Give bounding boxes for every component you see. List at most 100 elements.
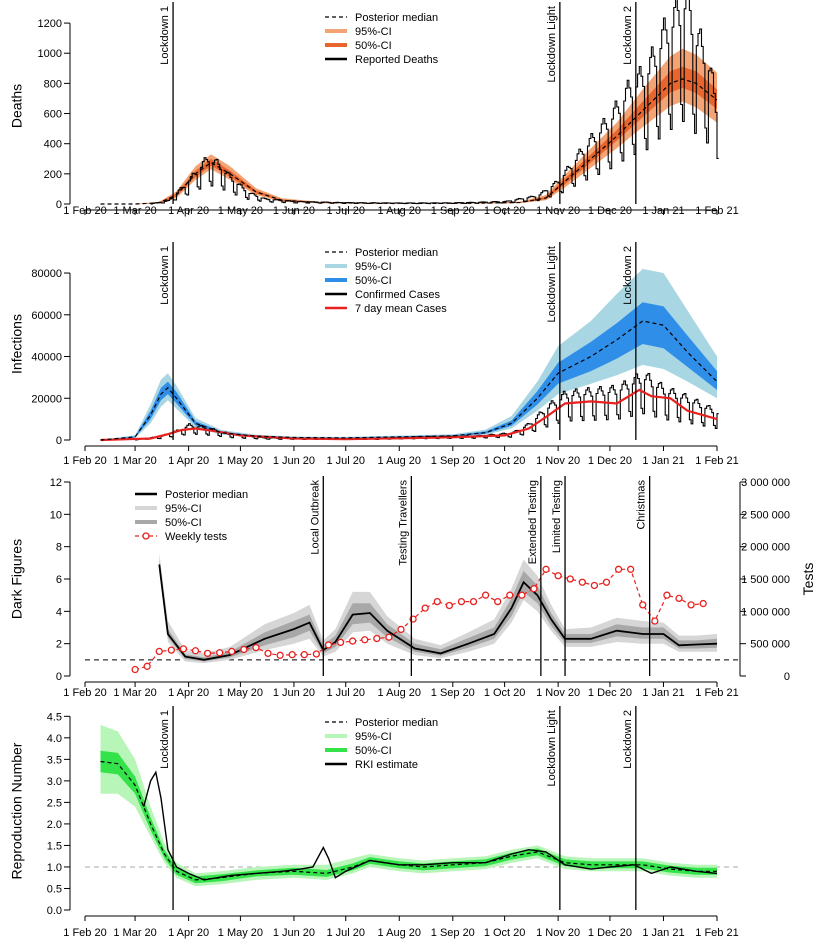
tests-point bbox=[602, 578, 611, 586]
y-tick-label: 1.0 bbox=[47, 862, 62, 874]
y-tick-label: 4.5 bbox=[47, 711, 62, 723]
tests-point bbox=[203, 649, 212, 658]
tests-point bbox=[639, 601, 647, 609]
tests-point bbox=[457, 597, 466, 606]
panel-deaths bbox=[100, 0, 719, 205]
x-tick-label: 1 Apr 20 bbox=[168, 205, 209, 217]
tests-point bbox=[155, 647, 163, 656]
legend-label: Posterior median bbox=[355, 247, 438, 259]
ci50-band bbox=[159, 559, 718, 662]
x-tick-label: 1 Jul 20 bbox=[326, 205, 365, 217]
event-label: Lockdown Light bbox=[546, 246, 558, 322]
x-tick-label: 1 Feb 21 bbox=[695, 687, 738, 699]
tests-point bbox=[252, 643, 260, 652]
x-tick-label: 1 Aug 20 bbox=[378, 927, 421, 939]
y-tick-label: 0 bbox=[56, 199, 62, 211]
x-tick-label: 1 Dec 20 bbox=[588, 455, 632, 467]
tests-point bbox=[264, 649, 272, 658]
tests-point bbox=[699, 599, 707, 608]
right-tick-label: 1 000 000 bbox=[741, 606, 790, 618]
event-label: Christmas bbox=[636, 480, 648, 530]
x-tick-label: 1 Dec 20 bbox=[588, 205, 632, 217]
right-tick-label: 500 000 bbox=[750, 639, 790, 651]
tests-point bbox=[131, 665, 139, 674]
legend-label: 50%-CI bbox=[355, 40, 392, 52]
x-tick-label: 1 Apr 20 bbox=[168, 927, 209, 939]
x-tick-label: 1 May 20 bbox=[218, 455, 263, 467]
legend-label: RKI estimate bbox=[355, 759, 418, 771]
legend-label: 7 day mean Cases bbox=[355, 303, 447, 315]
tests-point bbox=[663, 591, 671, 599]
legend-key-point bbox=[142, 532, 150, 540]
y-tick-label: 2.5 bbox=[47, 797, 62, 809]
tests-point bbox=[627, 565, 635, 573]
panel-reproduction bbox=[85, 724, 740, 887]
y-tick-label: 400 bbox=[44, 139, 62, 151]
y-tick-label: 200 bbox=[44, 169, 62, 181]
tests-point bbox=[566, 575, 574, 583]
y-tick-label: 8 bbox=[56, 542, 62, 554]
event-label: Lockdown 1 bbox=[159, 710, 171, 769]
y-tick-label: 3.5 bbox=[47, 754, 62, 766]
x-tick-label: 1 Aug 20 bbox=[378, 455, 421, 467]
x-tick-label: 1 Mar 20 bbox=[113, 455, 156, 467]
x-tick-label: 1 Nov 20 bbox=[536, 927, 580, 939]
tests-point bbox=[675, 594, 683, 603]
tests-point bbox=[143, 662, 151, 670]
tests-point bbox=[542, 565, 550, 573]
x-tick-label: 1 Nov 20 bbox=[536, 205, 580, 217]
x-tick-label: 1 Mar 20 bbox=[113, 927, 156, 939]
tests-point bbox=[506, 591, 514, 599]
legend-label: 50%-CI bbox=[355, 275, 392, 287]
y-tick-label: 40000 bbox=[31, 352, 62, 364]
legend-label: Confirmed Cases bbox=[355, 289, 440, 301]
tests-point bbox=[518, 591, 526, 599]
y-tick-label: 600 bbox=[44, 109, 62, 121]
y-tick-label: 12 bbox=[50, 477, 62, 489]
tests-point bbox=[300, 651, 308, 659]
tests-point bbox=[433, 597, 441, 606]
tests-point bbox=[590, 581, 599, 590]
tests-point bbox=[421, 604, 429, 612]
median-line bbox=[158, 564, 718, 661]
x-tick-label: 1 Jul 20 bbox=[326, 927, 365, 939]
y-tick-label: 20000 bbox=[31, 393, 62, 405]
y-tick-label: 1200 bbox=[38, 18, 62, 30]
legend-label: Reported Deaths bbox=[355, 54, 439, 66]
median-line bbox=[100, 320, 718, 441]
tests-point bbox=[494, 597, 502, 606]
y-tick-label: 2 bbox=[56, 639, 62, 651]
x-tick-label: 1 Aug 20 bbox=[378, 687, 421, 699]
tests-point bbox=[324, 641, 333, 649]
x-tick-label: 1 Dec 20 bbox=[588, 687, 632, 699]
tests-point bbox=[240, 645, 248, 654]
legend-label: Posterior median bbox=[165, 489, 248, 501]
tests-point bbox=[288, 651, 296, 659]
y-tick-label: 1000 bbox=[38, 48, 62, 60]
x-tick-label: 1 Apr 20 bbox=[168, 455, 209, 467]
tests-point bbox=[481, 591, 490, 599]
x-tick-label: 1 Feb 21 bbox=[695, 205, 738, 217]
x-tick-label: 1 Feb 20 bbox=[63, 927, 106, 939]
x-tick-label: 1 Jan 21 bbox=[642, 455, 684, 467]
x-tick-label: 1 Feb 21 bbox=[695, 455, 738, 467]
x-tick-label: 1 Jan 21 bbox=[642, 927, 684, 939]
y-tick-label: 6 bbox=[56, 574, 62, 586]
legend-label: 95%-CI bbox=[355, 261, 392, 273]
event-label: Lockdown 2 bbox=[622, 6, 634, 65]
event-label: Lockdown 2 bbox=[622, 246, 634, 305]
ci50-band bbox=[100, 302, 717, 440]
tests-point bbox=[554, 572, 562, 580]
y-axis-title: Dark Figures bbox=[9, 539, 25, 619]
y-tick-label: 0.0 bbox=[47, 905, 62, 917]
y-tick-label: 80000 bbox=[31, 268, 62, 280]
event-label: Limited Testing bbox=[551, 480, 563, 553]
event-label: Lockdown 1 bbox=[159, 246, 171, 305]
x-tick-label: 1 Nov 20 bbox=[536, 455, 580, 467]
tests-point bbox=[228, 647, 236, 656]
tests-point bbox=[312, 650, 321, 658]
tests-point bbox=[651, 617, 659, 625]
y-tick-label: 2.0 bbox=[47, 819, 62, 831]
tests-point bbox=[530, 585, 538, 593]
